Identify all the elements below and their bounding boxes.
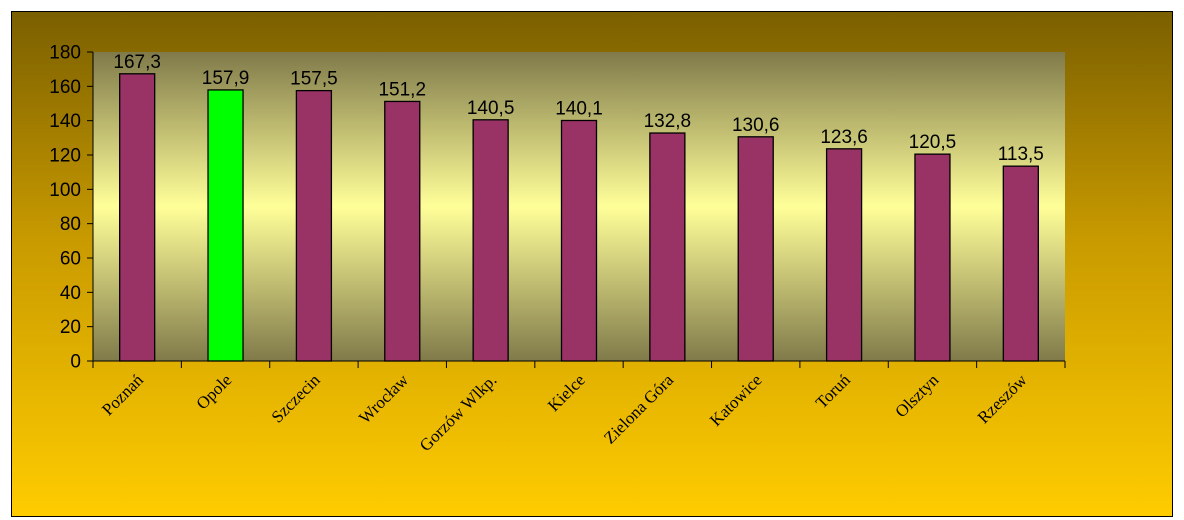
y-tick-label: 40 <box>60 283 81 304</box>
y-tick-label: 100 <box>49 180 81 201</box>
data-label: 167,3 <box>113 52 161 73</box>
data-label: 151,2 <box>378 79 426 100</box>
bar <box>1002 165 1039 362</box>
bar <box>560 119 598 362</box>
y-tick-label: 180 <box>49 43 81 64</box>
y-tick-label: 80 <box>60 214 81 235</box>
bar <box>295 89 333 362</box>
y-tick-label: 140 <box>49 111 81 132</box>
bar <box>384 100 421 362</box>
bar <box>737 136 774 362</box>
bar <box>914 153 951 362</box>
bar <box>207 89 244 362</box>
data-label: 113,5 <box>998 144 1044 165</box>
data-label: 130,6 <box>732 115 780 136</box>
bar <box>649 132 686 362</box>
data-label: 120,5 <box>909 132 957 153</box>
y-tick-label: 160 <box>49 77 81 98</box>
bar <box>472 119 509 362</box>
y-tick-label: 120 <box>49 146 81 167</box>
data-label: 140,5 <box>467 98 515 119</box>
data-label: 157,9 <box>202 68 250 89</box>
bar <box>119 73 156 362</box>
y-tick-label: 0 <box>70 352 81 373</box>
y-tick-label: 20 <box>60 317 81 338</box>
y-tick-label: 60 <box>60 249 81 270</box>
data-label: 132,8 <box>644 111 692 132</box>
data-label: 140,1 <box>555 98 603 119</box>
data-label: 123,6 <box>820 127 868 148</box>
data-label: 157,5 <box>290 69 338 90</box>
bar <box>825 148 863 362</box>
